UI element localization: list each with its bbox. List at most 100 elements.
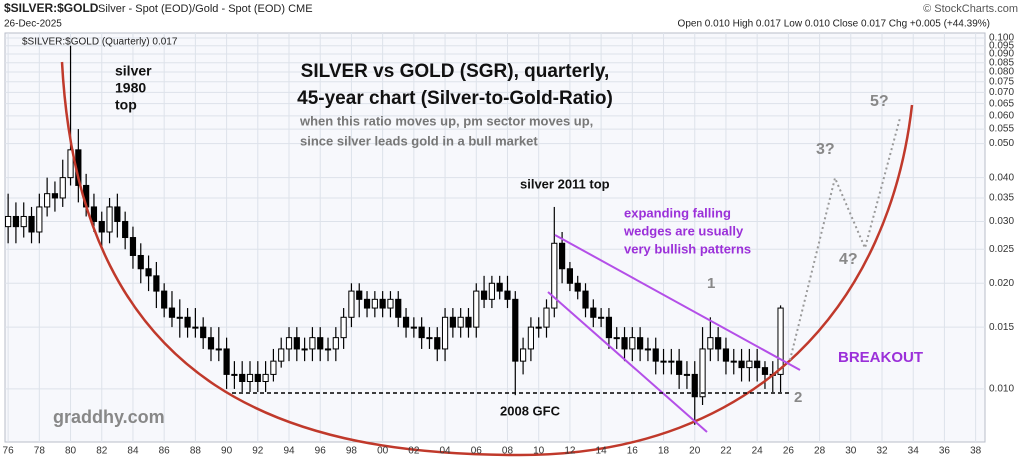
x-tick-label: 96 [315, 446, 327, 457]
candle-body [137, 254, 144, 270]
x-tick-label: 98 [346, 446, 358, 457]
candle-body [200, 326, 207, 339]
candle-body [20, 215, 27, 228]
quote: Open 0.010 High 0.017 Low 0.010 Close 0.… [678, 19, 990, 30]
candle-body [754, 360, 761, 369]
candle-body [184, 316, 191, 328]
x-tick-label: 38 [970, 446, 982, 457]
x-tick-label: 76 [3, 446, 15, 457]
candle-body [676, 360, 683, 375]
candles [5, 45, 784, 425]
x-tick-label: 92 [252, 446, 264, 457]
candle-body [324, 348, 332, 351]
annotation: BREAKOUT [838, 349, 923, 366]
candle-body [36, 206, 43, 233]
x-tick-label: 10 [533, 446, 545, 457]
candle-body [629, 337, 636, 350]
y-tick-label: 0.035 [989, 193, 1014, 204]
candle-body [730, 360, 737, 363]
y-tick-label: 0.085 [989, 57, 1014, 68]
candle-body [410, 326, 417, 329]
candle-body [605, 316, 613, 339]
candle-body [668, 360, 675, 363]
candle-body [621, 337, 628, 350]
x-tick-label: 36 [939, 446, 951, 457]
candle-body [746, 360, 753, 369]
candle-body [44, 193, 51, 208]
candle-body [90, 206, 98, 222]
annotations: SILVER vs GOLD (SGR), quarterly, 45-year … [53, 61, 923, 427]
plot-area [4, 32, 986, 443]
candle-body [722, 348, 730, 362]
candle-body [387, 298, 394, 309]
candle-body [231, 373, 238, 376]
candle-body [551, 242, 558, 309]
x-tick-label: 16 [627, 446, 639, 457]
x-tick-label: 02 [408, 446, 420, 457]
candle-body [5, 215, 12, 228]
y-tick-label: 0.070 [989, 87, 1014, 98]
annotation: wedges are usually [623, 223, 744, 238]
x-tick-label: 18 [658, 446, 670, 457]
wedge-upper [554, 234, 801, 371]
annotation: 2 [794, 389, 802, 406]
candle-body [715, 337, 722, 350]
chart-subtitle: when this ratio moves up, pm sector move… [299, 113, 593, 128]
candle-body [683, 373, 691, 376]
candle-body [488, 282, 495, 300]
candle-body [98, 220, 105, 233]
annotation: expanding falling [624, 205, 731, 220]
candle-body [707, 337, 714, 350]
y-tick-label: 0.090 [989, 49, 1014, 60]
candle-body [465, 316, 472, 328]
candle-body [12, 215, 20, 228]
y-tick-label: 0.010 [989, 384, 1014, 395]
y-tick-label: 0.055 [989, 124, 1014, 135]
candle-body [285, 337, 293, 350]
annotation: 1980 [115, 80, 146, 96]
x-tick-label: 26 [783, 446, 795, 457]
y-tick-label: 0.040 [989, 172, 1014, 183]
x-tick-label: 20 [689, 446, 701, 457]
x-tick-label: 34 [908, 446, 920, 457]
x-tick-label: 94 [283, 446, 295, 457]
candle-body [574, 282, 581, 292]
candle-body [535, 326, 542, 329]
annotation: top [115, 97, 137, 113]
candle-body [777, 307, 784, 375]
annotation: 5? [870, 93, 889, 110]
candle-body [145, 268, 152, 277]
x-tick-label: 08 [502, 446, 514, 457]
y-tick-label: 0.095 [989, 40, 1014, 51]
annotation: 4? [839, 251, 858, 268]
candle-body [480, 290, 488, 300]
x-tick-label: 32 [876, 446, 888, 457]
candle-body [527, 326, 534, 350]
source: © StockCharts.com [923, 3, 1018, 15]
candle-body [598, 316, 605, 319]
x-tick-label: 14 [596, 446, 608, 457]
x-tick-label: 24 [752, 446, 764, 457]
chart-title: SILVER vs GOLD (SGR), quarterly, [301, 61, 610, 82]
x-tick-label: 82 [96, 446, 108, 457]
candle-body [402, 316, 410, 328]
candle-body [161, 290, 168, 309]
annotation: graddhy.com [53, 407, 165, 427]
candle-body [28, 215, 35, 233]
candle-body [239, 373, 246, 382]
candle-body [114, 206, 121, 222]
candle-body [309, 337, 316, 350]
y-tick-label: 0.065 [989, 98, 1014, 109]
x-tick-label: 22 [720, 446, 732, 457]
candle-body [379, 298, 386, 309]
candle-body [332, 337, 339, 350]
annotation-drawings [60, 61, 914, 457]
candle-body [278, 348, 285, 362]
x-tick-label: 84 [127, 446, 139, 457]
candle-body [644, 348, 652, 351]
candle-body [246, 373, 254, 382]
candle-body [363, 298, 371, 309]
x-tick-label: 04 [440, 446, 452, 457]
candle-body [738, 360, 745, 369]
candle-body [176, 316, 183, 319]
